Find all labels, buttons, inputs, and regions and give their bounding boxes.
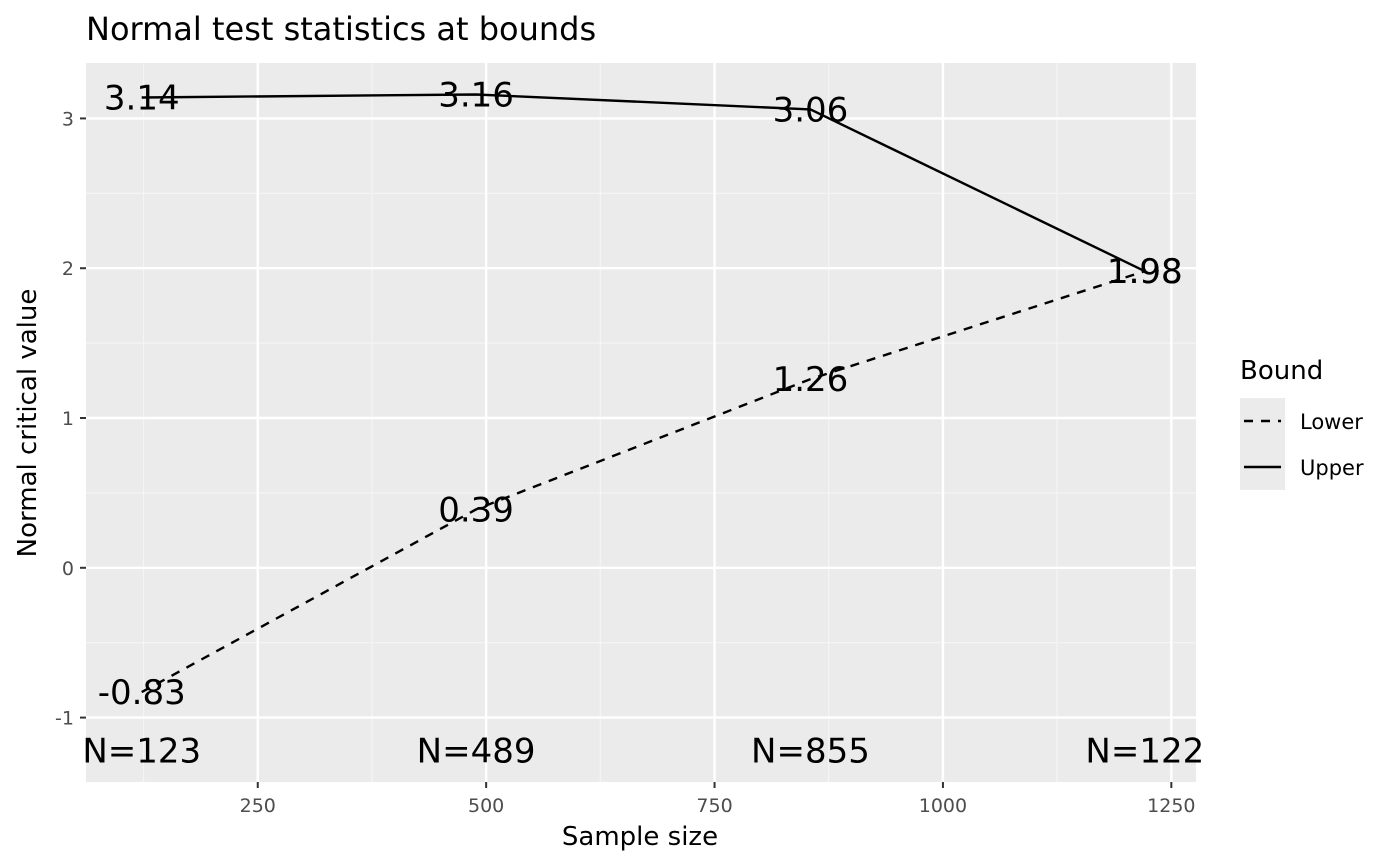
legend: Bound Lower Upper	[1240, 356, 1364, 490]
legend-label-lower: Lower	[1300, 410, 1363, 434]
y-tick-label: 2	[62, 258, 74, 280]
series-line-upper	[141, 93, 1146, 273]
x-axis: 250 500 750 1000 1250	[240, 782, 1196, 817]
y-axis-title: Normal critical value	[13, 289, 43, 558]
legend-items: Lower Upper	[1244, 410, 1364, 480]
point-label-upper: 3.16	[438, 75, 514, 115]
legend-key-background	[1240, 398, 1285, 490]
series-line-lower	[141, 270, 1146, 694]
y-axis: -1 0 1 2 3	[55, 108, 86, 730]
point-label-lower: -0.83	[98, 673, 186, 713]
x-axis-title: Sample size	[562, 822, 718, 852]
series-lines	[141, 93, 1146, 694]
point-label-lower: 1.26	[773, 360, 849, 400]
sample-size-labels: N=123 N=489 N=855 N=122	[82, 732, 1204, 772]
sample-size-label: N=855	[751, 732, 870, 772]
legend-title: Bound	[1240, 356, 1323, 386]
point-label-lower: 1.98	[1107, 252, 1183, 292]
y-tick-label: 0	[62, 558, 74, 580]
point-labels: -0.830.391.261.983.14 3.16 3.061.98	[98, 75, 1183, 713]
sample-size-label: N=122	[1085, 732, 1204, 772]
point-label-upper: 3.06	[773, 90, 849, 130]
y-tick-label: 3	[62, 108, 74, 130]
y-tick-label: -1	[55, 708, 74, 730]
point-label-lower: 0.39	[438, 490, 514, 530]
plot-panel-background	[86, 63, 1196, 782]
minor-gridlines	[86, 63, 1196, 782]
x-tick-label: 500	[468, 795, 504, 817]
point-label-upper: 3.14	[104, 78, 180, 118]
x-tick-label: 1000	[919, 795, 967, 817]
major-gridlines	[86, 63, 1196, 782]
sample-size-label: N=123	[82, 732, 201, 772]
x-tick-label: 1250	[1147, 795, 1195, 817]
x-tick-label: 750	[696, 795, 732, 817]
plot-panel: -0.830.391.261.983.14 3.16 3.061.98 N=123 N…	[82, 63, 1204, 782]
y-tick-label: 1	[62, 408, 74, 430]
x-tick-label: 250	[240, 795, 276, 817]
sample-size-label: N=489	[417, 732, 536, 772]
point-label-upper: 1.98	[1107, 252, 1183, 292]
legend-label-upper: Upper	[1300, 456, 1364, 480]
chart-title: Normal test statistics at bounds	[86, 10, 596, 48]
